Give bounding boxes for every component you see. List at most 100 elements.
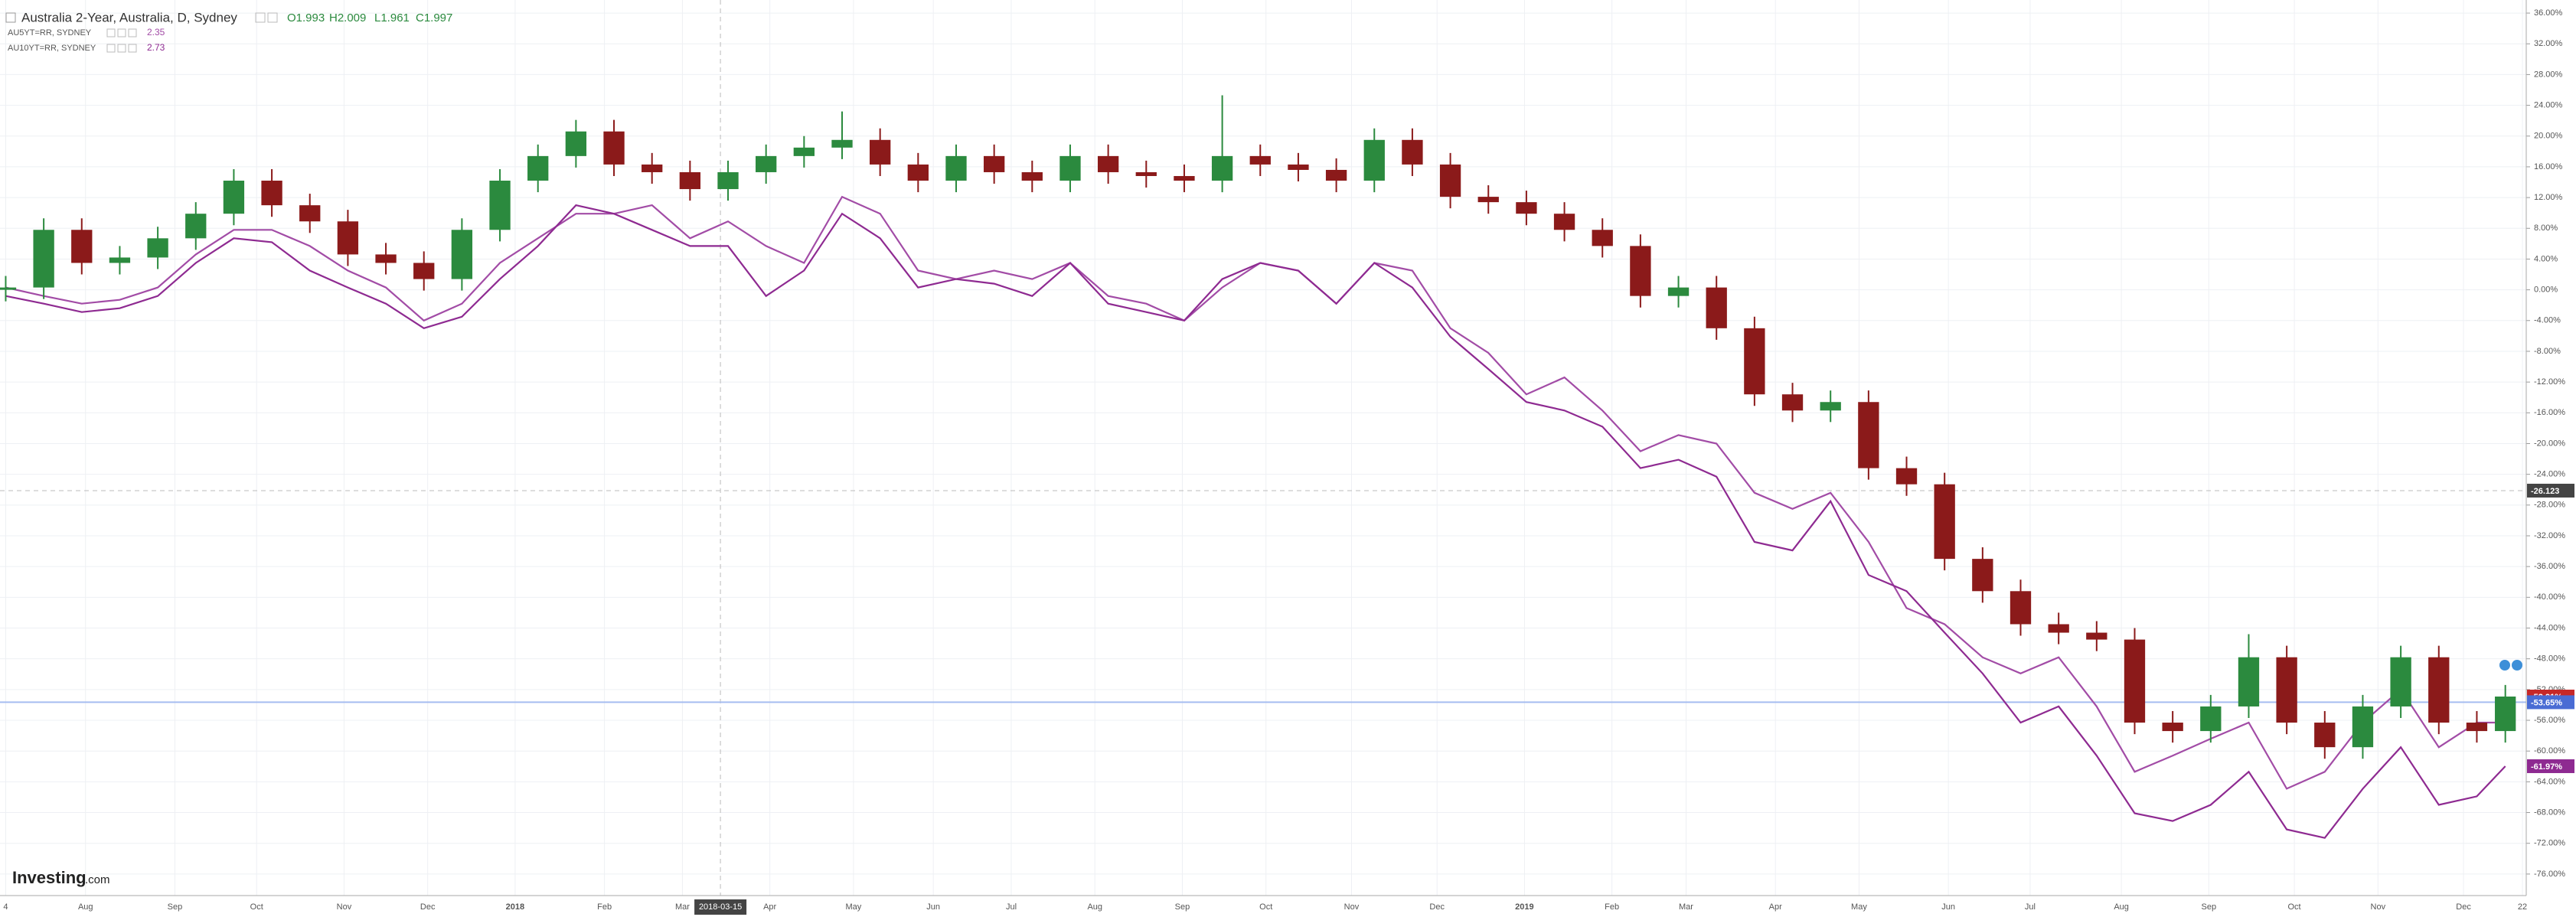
candle-body — [1934, 484, 1955, 560]
candle-body — [109, 257, 131, 263]
y-tick-label: -16.00% — [2534, 408, 2565, 417]
x-tick-label: Mar — [675, 902, 690, 912]
x-tick-label: Jul — [2025, 902, 2036, 912]
y-tick-label: -64.00% — [2534, 777, 2565, 786]
candle-body — [2352, 706, 2374, 748]
candle-body — [1477, 197, 1499, 203]
candle-body — [1592, 230, 1613, 246]
x-tick-label: Apr — [763, 902, 776, 912]
price-line-label-box — [2527, 695, 2574, 710]
candle-body — [1858, 402, 1879, 468]
legend: Australia 2-Year, Australia, D, Sydney O… — [5, 10, 452, 53]
x-tick-label: May — [846, 902, 862, 912]
y-tick-label: -60.00% — [2534, 746, 2565, 755]
ohlc-value: C1.997 — [416, 11, 452, 24]
candle-body — [2428, 657, 2450, 723]
candle-body — [2124, 639, 2146, 723]
candle-body — [261, 181, 282, 206]
candle-body — [375, 254, 397, 263]
candle-body — [489, 181, 511, 230]
candle-body — [71, 230, 93, 263]
candle-body — [565, 131, 587, 156]
candle-body — [2314, 723, 2336, 748]
candle-body — [2162, 723, 2183, 732]
settings-icon[interactable] — [267, 12, 278, 23]
candle-body — [1630, 246, 1651, 296]
x-tick-label: May — [1851, 902, 1867, 912]
settings-icon[interactable] — [255, 12, 266, 23]
x-tick-label: Sep — [1175, 902, 1190, 912]
y-tick-label: -8.00% — [2534, 347, 2561, 356]
legend-icon — [117, 44, 126, 53]
candle-body — [1097, 155, 1119, 172]
candle-body — [1174, 175, 1195, 181]
y-tick-label: 12.00% — [2534, 193, 2563, 202]
candle-body — [1363, 139, 1385, 181]
y-tick-label: 0.00% — [2534, 286, 2558, 295]
y-tick-label: 16.00% — [2534, 162, 2563, 171]
legend-icon — [117, 28, 126, 38]
ohlc-value: O1.993 — [287, 11, 325, 24]
x-tick-label: Aug — [2114, 902, 2129, 912]
collapse-icon[interactable] — [5, 12, 16, 23]
event-marker[interactable] — [2499, 660, 2510, 671]
y-tick-label: 24.00% — [2534, 100, 2563, 109]
y-tick-label: -44.00% — [2534, 623, 2565, 632]
y-tick-label: -72.00% — [2534, 839, 2565, 848]
candle-body — [527, 155, 549, 181]
legend-name: AU10YT=RR, SYDNEY — [8, 44, 96, 53]
candle-body — [756, 155, 777, 172]
x-tick-label: Nov — [1344, 902, 1360, 912]
y-tick-label: -48.00% — [2534, 654, 2565, 664]
y-tick-label: 36.00% — [2534, 8, 2563, 18]
candle-body — [1972, 559, 1993, 592]
crosshair-date-box — [694, 899, 747, 915]
y-tick-label: -28.00% — [2534, 501, 2565, 510]
candle-body — [299, 205, 321, 222]
candle-body — [1706, 287, 1727, 328]
ohlc-value: L1.961 — [374, 11, 410, 24]
x-tick-label: Oct — [2288, 902, 2301, 912]
candle-body — [1325, 169, 1347, 181]
candle-body — [2466, 723, 2488, 732]
y-tick-label: -76.00% — [2534, 870, 2565, 879]
candle-body — [1402, 139, 1423, 165]
y-tick-label: 20.00% — [2534, 132, 2563, 141]
candle-body — [1781, 394, 1804, 411]
x-tick-label: Jun — [926, 902, 940, 912]
candle-body — [1211, 155, 1233, 181]
event-marker[interactable] — [2512, 660, 2522, 671]
x-tick-label: Dec — [2456, 902, 2471, 912]
candle-body — [717, 171, 739, 190]
candle-body — [2495, 696, 2516, 732]
candle-body — [223, 181, 245, 214]
logo: Investing — [12, 868, 87, 887]
x-tick-label: 2018 — [506, 902, 524, 912]
y-tick-label: 32.00% — [2534, 39, 2563, 48]
candle-body — [1516, 202, 1537, 214]
candle-body — [1288, 164, 1309, 170]
x-tick-label: Mar — [1679, 902, 1693, 912]
y-tick-label: -12.00% — [2534, 377, 2565, 387]
candle-body — [983, 155, 1005, 172]
x-tick-label: Nov — [2371, 902, 2386, 912]
x-tick-label: Jul — [1006, 902, 1017, 912]
x-tick-label: Feb — [597, 902, 612, 912]
legend-icon — [106, 44, 116, 53]
candle-body — [2276, 657, 2297, 723]
y-tick-label: 28.00% — [2534, 70, 2563, 79]
candle-body — [451, 230, 473, 279]
legend-name: AU5YT=RR, SYDNEY — [8, 28, 92, 38]
y-tick-label: -40.00% — [2534, 592, 2565, 602]
candle-body — [2200, 706, 2222, 732]
y-tick-label: 8.00% — [2534, 224, 2558, 233]
candle-body — [413, 263, 435, 279]
crosshair-price-label: -26.123 — [2531, 487, 2559, 496]
candle-body — [1553, 214, 1575, 230]
candle-body — [1059, 155, 1081, 181]
series-last-label-box — [2527, 759, 2574, 773]
ohlc-value: H2.009 — [329, 11, 366, 24]
